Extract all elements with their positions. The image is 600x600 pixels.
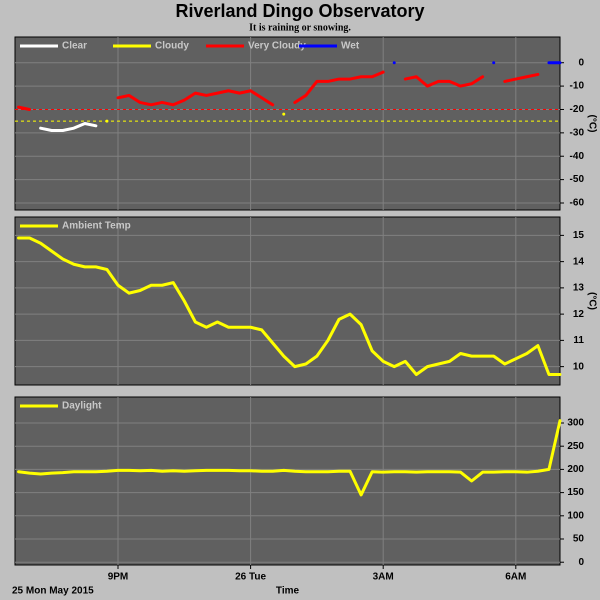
chart-title: Riverland Dingo Observatory [175, 1, 424, 21]
legend-label: Very Cloudy [248, 41, 306, 52]
y-axis-label: (°C) [586, 292, 597, 310]
y-tick-label: 11 [573, 335, 584, 346]
legend-label: Daylight [62, 401, 102, 412]
y-tick-label: -20 [570, 104, 585, 115]
x-tick-label: 3AM [373, 572, 394, 583]
data-line [105, 112, 286, 123]
legend-label: Wet [341, 41, 360, 52]
chart-subtitle: It is raining or snowing. [249, 22, 351, 33]
x-axis-label: Time [276, 586, 300, 597]
x-tick-label: 26 Tue [235, 572, 266, 583]
y-tick-label: 100 [567, 510, 584, 521]
data-line [17, 419, 562, 497]
y-tick-label: 0 [578, 57, 584, 68]
y-tick-label: 14 [573, 256, 585, 267]
y-tick-label: -30 [570, 127, 585, 138]
x-tick-label: 9PM [108, 572, 129, 583]
data-line [39, 122, 98, 133]
legend-label: Cloudy [155, 41, 189, 52]
plot-area [14, 36, 561, 211]
y-tick-label: 250 [567, 441, 584, 452]
y-tick-label: 50 [573, 534, 585, 545]
y-tick-label: 300 [567, 418, 584, 429]
y-tick-label: 13 [573, 283, 585, 294]
date-label: 25 Mon May 2015 [12, 586, 94, 597]
y-tick-label: 200 [567, 464, 584, 475]
y-axis-label: (°C) [586, 115, 597, 133]
y-tick-label: 15 [573, 230, 585, 241]
legend-label: Clear [62, 41, 87, 52]
y-tick-label: 0 [578, 557, 584, 568]
y-tick-label: -50 [570, 174, 585, 185]
y-tick-label: 10 [573, 361, 585, 372]
y-tick-label: 12 [573, 309, 585, 320]
legend-label: Ambient Temp [62, 221, 131, 232]
x-tick-label: 6AM [505, 572, 526, 583]
y-tick-label: -60 [570, 198, 585, 209]
plot-area [14, 396, 561, 566]
y-tick-label: -40 [570, 151, 585, 162]
y-tick-label: -10 [570, 81, 585, 92]
data-line [17, 70, 540, 111]
data-line [17, 236, 562, 376]
y-tick-label: 150 [567, 487, 584, 498]
